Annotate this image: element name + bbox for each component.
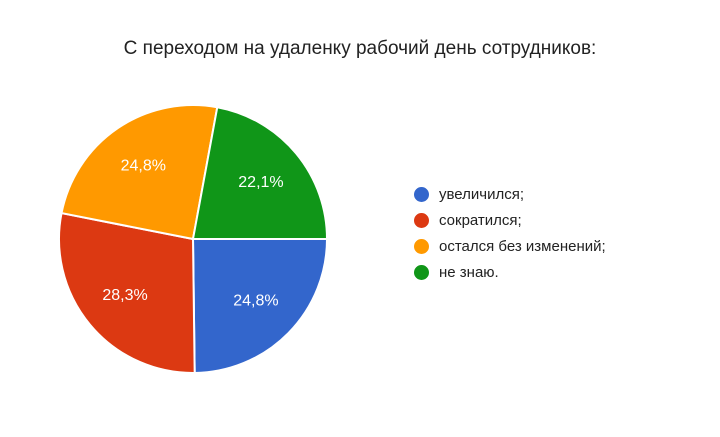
slice-label-2: 28,3% bbox=[102, 287, 147, 304]
pie-slice-3 bbox=[60, 104, 219, 241]
legend-item-2: сократился; bbox=[414, 210, 606, 230]
legend-label: не знаю. bbox=[439, 263, 499, 281]
pie-slice-2 bbox=[58, 211, 196, 374]
legend-swatch bbox=[414, 238, 429, 254]
legend-item-3: остался без изменений; bbox=[414, 236, 606, 256]
legend-label: сократился; bbox=[439, 211, 522, 229]
legend-swatch bbox=[414, 264, 429, 280]
slice-label-3: 24,8% bbox=[121, 157, 166, 174]
legend-label: остался без изменений; bbox=[439, 237, 606, 255]
legend-swatch bbox=[414, 186, 429, 202]
slice-label-1: 24,8% bbox=[233, 293, 278, 310]
pie-slice-4 bbox=[191, 106, 329, 240]
chart-title: С переходом на удаленку рабочий день сот… bbox=[123, 38, 597, 59]
legend-swatch bbox=[414, 212, 429, 228]
legend-label: увеличился; bbox=[439, 185, 525, 203]
chart-legend: увеличился; сократился; остался без измене… bbox=[414, 184, 606, 288]
legend-item-4: не знаю. bbox=[414, 262, 606, 282]
legend-item-1: увеличился; bbox=[414, 184, 606, 204]
pie-slice-1 bbox=[191, 238, 329, 375]
slice-label-4: 22,1% bbox=[238, 174, 283, 191]
